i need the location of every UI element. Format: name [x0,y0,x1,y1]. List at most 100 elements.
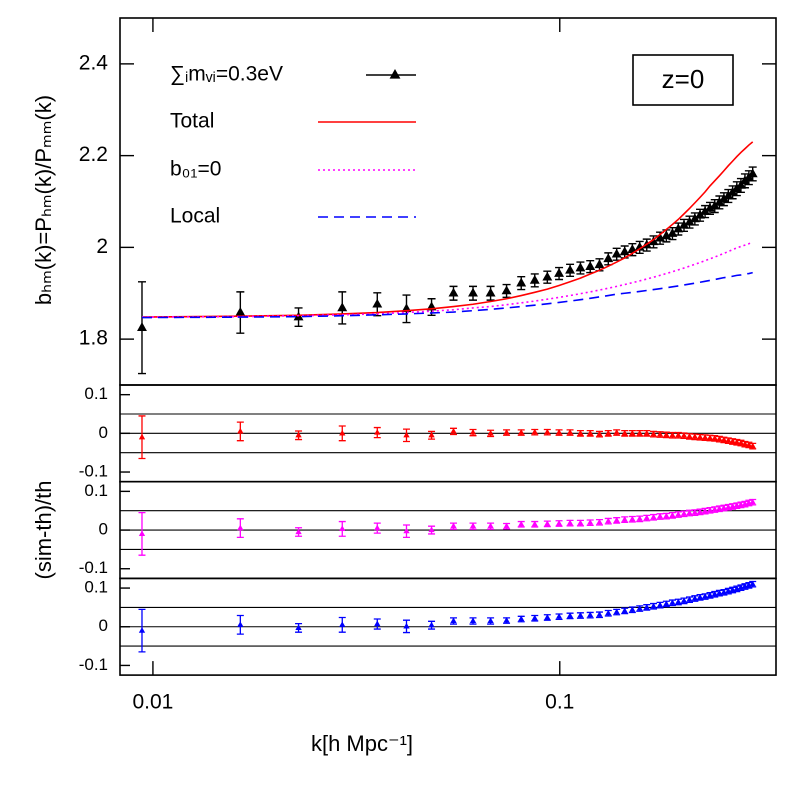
residual-point [596,430,603,437]
data-point [714,196,725,206]
x-tick-label: 0.1 [545,691,574,714]
theory-line [141,141,754,318]
residual-point [621,516,628,522]
residual-point [555,519,563,526]
residual-point [686,432,693,439]
data-point [585,261,596,270]
theory-line [141,241,754,318]
residual-point [428,526,435,533]
residual-point [487,522,494,529]
residual-point [716,435,723,442]
data-point [529,274,540,284]
residual-point [629,515,636,522]
residual-point [706,506,714,513]
residual-point [701,593,709,599]
residual-point [656,431,664,437]
data-point [542,271,553,281]
residual-point [636,605,643,611]
residual-point [749,498,756,505]
residual-tick-label: 0.1 [84,578,108,597]
residual-point [403,622,410,629]
residual-point [295,624,302,631]
residual-point [450,617,457,624]
residual-point [650,513,657,520]
data-point [468,287,478,297]
residual-point [596,518,603,525]
residual-point [374,620,381,627]
data-point [735,179,746,189]
residual-point [555,613,563,619]
residual-point [711,506,718,512]
residual-point [636,515,643,521]
residual-point [577,612,584,618]
residual-tick-label: -0.1 [79,655,108,674]
data-point [575,262,586,272]
data-point [554,268,565,277]
data-point [634,241,645,251]
residual-point [686,596,693,602]
residual-point [696,433,704,440]
residual-point [613,429,620,435]
residual-point [691,595,699,601]
data-point [695,209,705,219]
residual-point [469,617,477,624]
data-point [718,193,729,203]
data-point [235,307,246,316]
data-point [137,322,147,331]
data-point [709,200,720,210]
legend-label: b₀₁=0 [170,158,221,181]
residual-point [696,508,704,514]
x-axis-label: k[h Mpc⁻¹] [311,731,413,756]
residual-point [577,429,584,436]
data-point [747,168,758,178]
residual-point [138,433,146,440]
residual-point [428,621,435,628]
data-point [501,285,512,295]
residual-point [613,516,620,523]
annotation-box [632,54,734,106]
residual-point [403,431,410,438]
residual-point [650,602,657,609]
residual-point [518,429,525,435]
residual-point [669,599,676,605]
y-tick-label: 1.8 [79,327,108,350]
residual-point [675,511,682,517]
residual-point [469,429,477,435]
residual-point [720,436,728,443]
residual-point [138,530,146,537]
data-point [679,219,689,229]
residual-point [295,431,302,438]
residual-point [711,590,718,597]
residual-point [729,437,736,444]
residual-point [675,598,682,605]
data-point [485,287,496,297]
residual-point [613,608,620,615]
residual-tick-label: -0.1 [79,558,108,577]
legend-marker [389,69,401,79]
residual-point [544,520,551,526]
residual-point [680,597,688,603]
residual-point [596,611,603,617]
residual-tick-label: 0.1 [84,384,108,403]
residual-point [518,520,525,527]
data-point [673,223,684,233]
residual-point [339,429,346,436]
residual-tick-label: -0.1 [79,462,108,481]
residual-point [680,510,688,516]
residual-point [663,512,670,519]
residual-tick-label: 0 [99,423,108,442]
residual-point [469,522,477,529]
theory-line [141,271,753,319]
residual-point [621,607,628,613]
residual-point [711,434,718,441]
residual-point [605,609,612,616]
residual-point [237,524,244,531]
residual-point [636,429,643,436]
data-point [448,287,459,297]
residual-point [566,612,574,619]
residual-point [605,517,612,524]
data-point [337,302,348,312]
residual-point [450,522,457,529]
residual-point [749,580,756,587]
